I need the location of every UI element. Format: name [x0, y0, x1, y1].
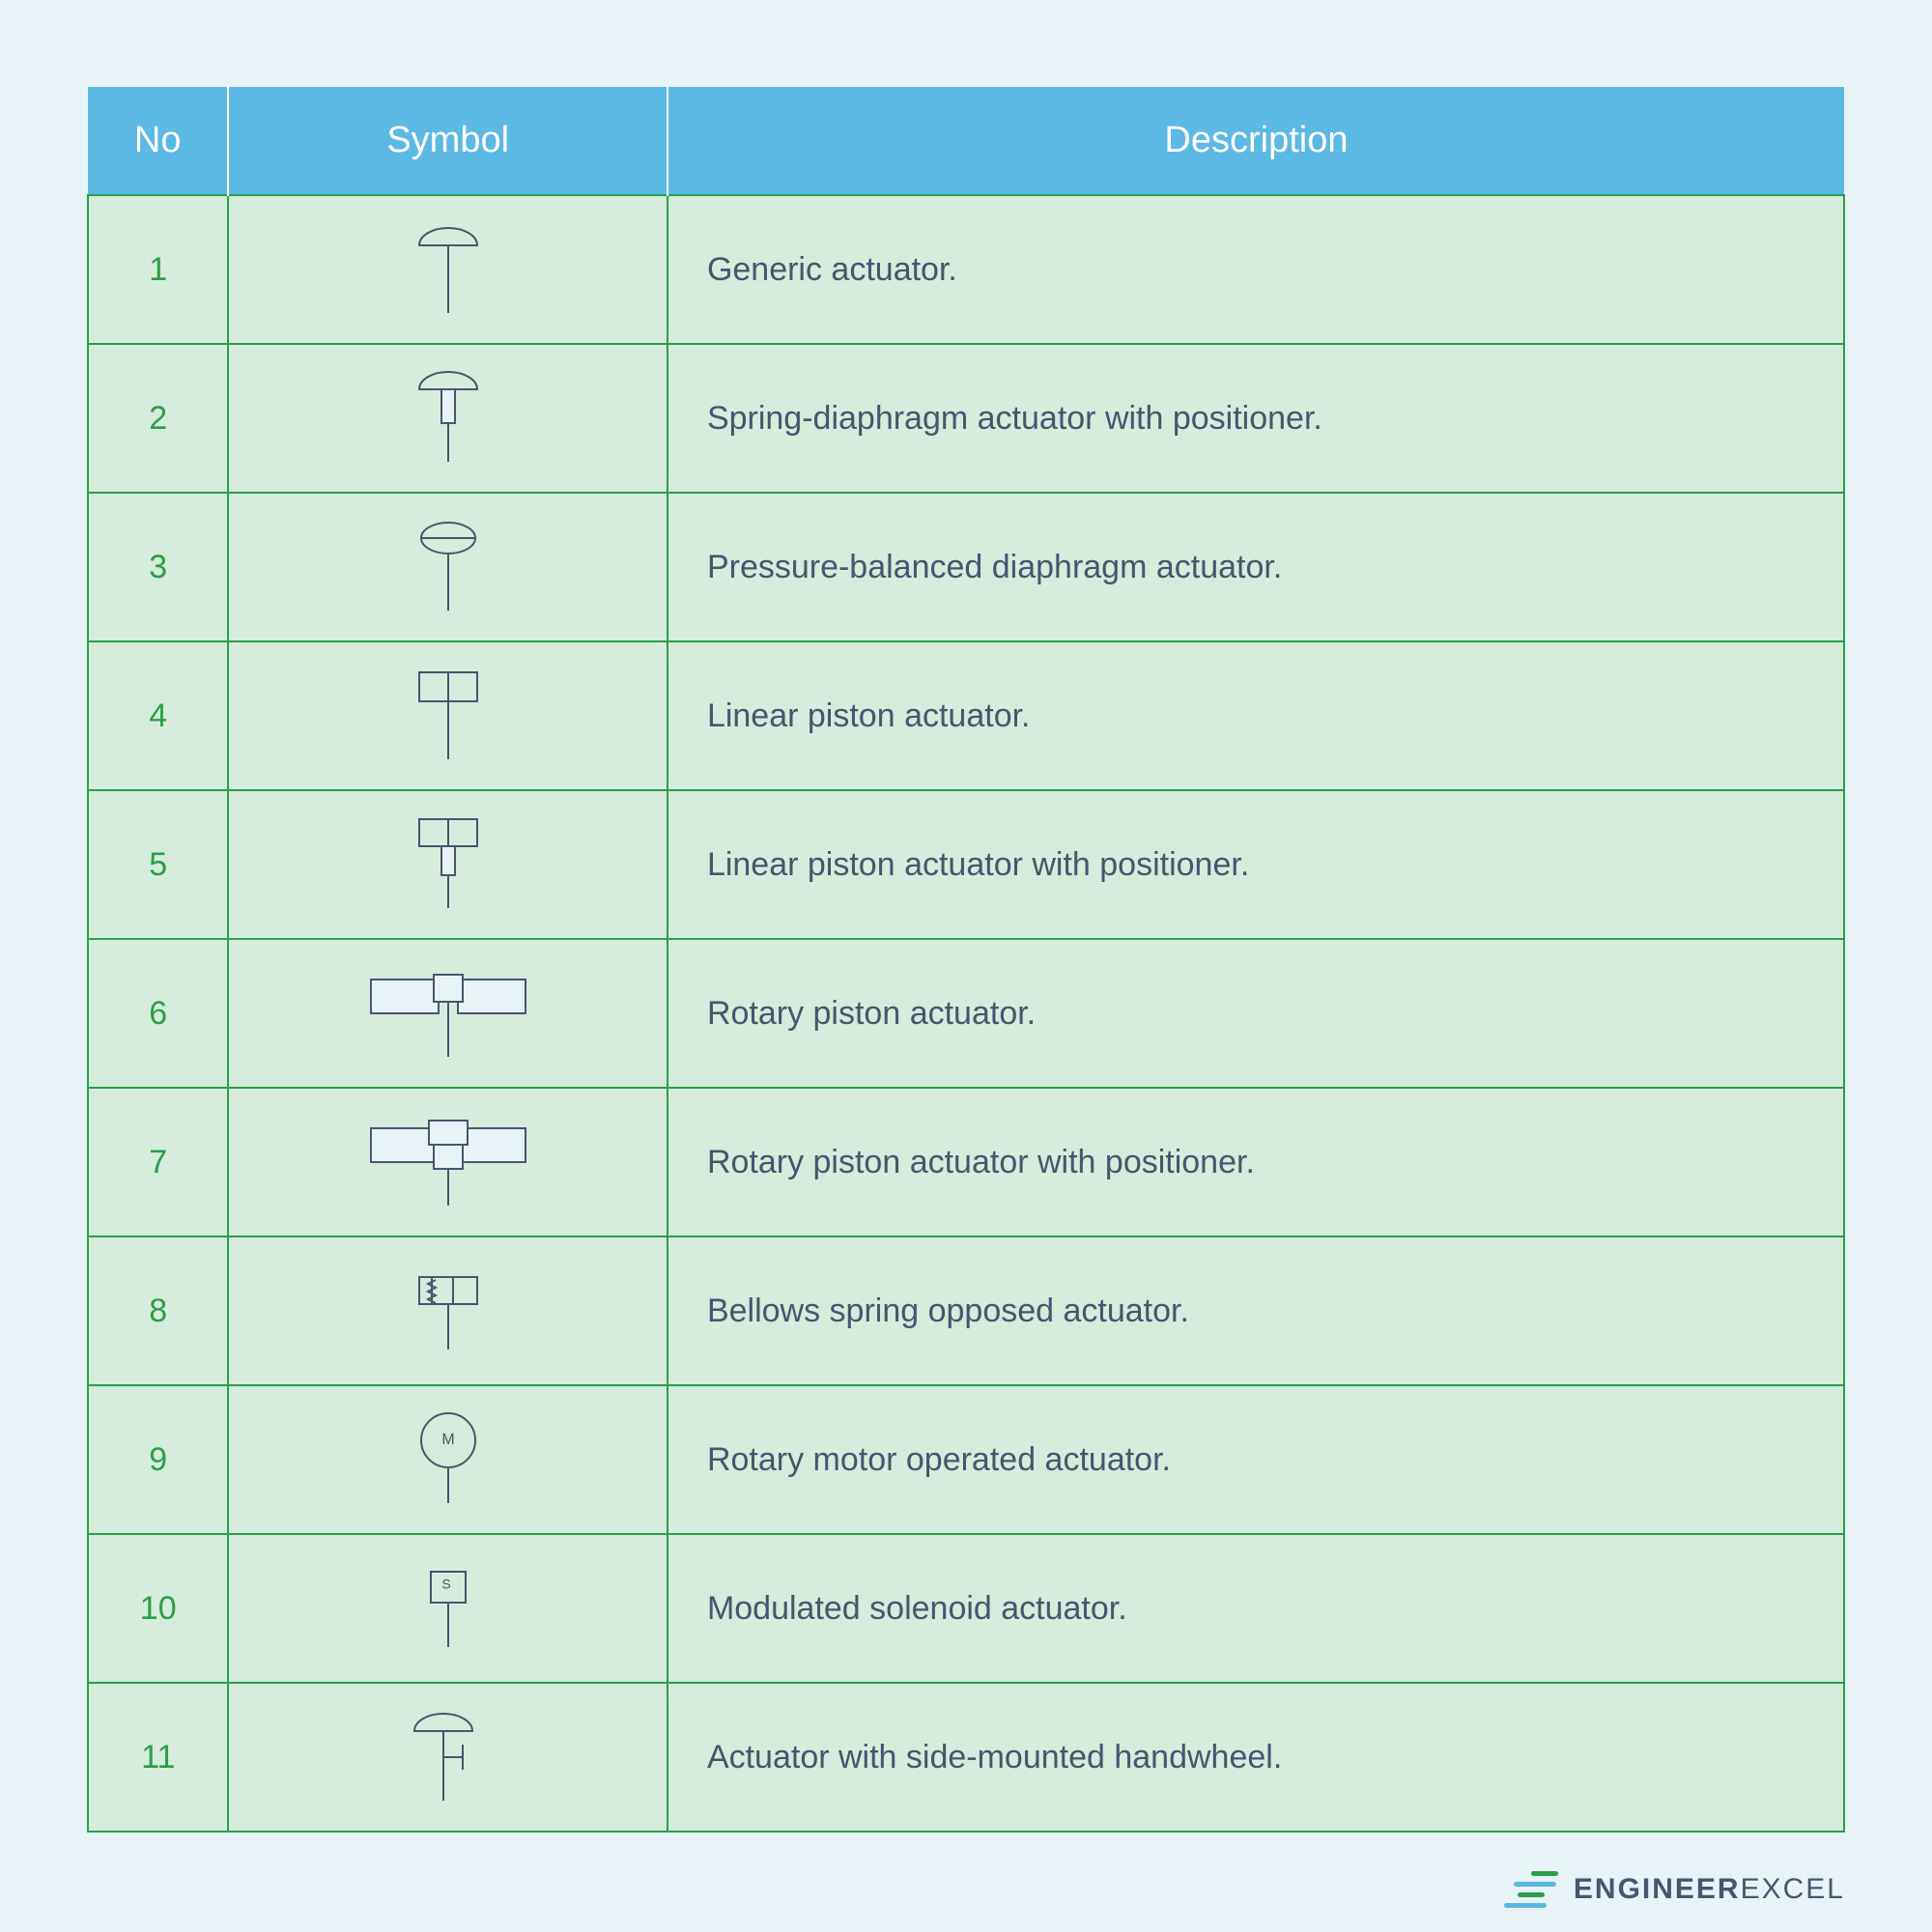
row-number: 4: [88, 641, 228, 790]
table-row: 11 Actuator with side-mounted handwheel.: [88, 1683, 1844, 1832]
linear-piston-positioner-icon: [390, 811, 506, 918]
symbol-cell: [228, 195, 668, 344]
row-number: 2: [88, 344, 228, 493]
logo-text: ENGINEEREXCEL: [1574, 1873, 1845, 1906]
logo-bars-icon: [1514, 1871, 1558, 1908]
table-row: 7 Rotary piston actuator with positioner…: [88, 1088, 1844, 1236]
table-container: No Symbol Description 1 Generic actuator…: [87, 87, 1845, 1908]
row-number: 10: [88, 1534, 228, 1683]
generic-actuator-icon: [405, 216, 492, 323]
row-description: Rotary motor operated actuator.: [668, 1385, 1844, 1534]
bellows-spring-icon: [395, 1263, 501, 1359]
row-number: 5: [88, 790, 228, 939]
symbol-cell: [228, 493, 668, 641]
row-description: Linear piston actuator.: [668, 641, 1844, 790]
side-handwheel-icon: [400, 1704, 497, 1810]
linear-piston-icon: [390, 663, 506, 769]
table-row: 4 Linear piston actuator.: [88, 641, 1844, 790]
row-number: 9: [88, 1385, 228, 1534]
brand-logo: ENGINEEREXCEL: [87, 1871, 1845, 1908]
symbol-cell: [228, 1683, 668, 1832]
table-row: 9 M Rotary motor operated actuator.: [88, 1385, 1844, 1534]
row-number: 8: [88, 1236, 228, 1385]
row-number: 7: [88, 1088, 228, 1236]
row-number: 11: [88, 1683, 228, 1832]
row-description: Spring-diaphragm actuator with positione…: [668, 344, 1844, 493]
svg-text:M: M: [441, 1432, 454, 1448]
symbol-cell: [228, 1236, 668, 1385]
row-description: Generic actuator.: [668, 195, 1844, 344]
symbol-cell: S: [228, 1534, 668, 1683]
svg-text:S: S: [441, 1577, 450, 1592]
row-description: Rotary piston actuator with positioner.: [668, 1088, 1844, 1236]
symbol-cell: [228, 939, 668, 1088]
table-row: 6 Rotary piston actuator.: [88, 939, 1844, 1088]
table-row: 2 Spring-diaphragm actuator with positio…: [88, 344, 1844, 493]
table-header: No Symbol Description: [88, 87, 1844, 195]
symbol-cell: M: [228, 1385, 668, 1534]
table-row: 1 Generic actuator.: [88, 195, 1844, 344]
table-row: 10 S Modulated solenoid actuator.: [88, 1534, 1844, 1683]
symbol-cell: [228, 1088, 668, 1236]
table-row: 5 Linear piston actuator with positioner…: [88, 790, 1844, 939]
rotary-piston-positioner-icon: [342, 1109, 554, 1215]
row-number: 1: [88, 195, 228, 344]
pressure-balanced-diaphragm-icon: [405, 514, 492, 620]
row-description: Bellows spring opposed actuator.: [668, 1236, 1844, 1385]
spring-diaphragm-positioner-icon: [405, 365, 492, 471]
solenoid-icon: S: [410, 1560, 487, 1657]
table-row: 3 Pressure-balanced diaphragm actuator.: [88, 493, 1844, 641]
row-description: Modulated solenoid actuator.: [668, 1534, 1844, 1683]
symbol-cell: [228, 344, 668, 493]
row-description: Pressure-balanced diaphragm actuator.: [668, 493, 1844, 641]
header-description: Description: [668, 87, 1844, 195]
rotary-motor-icon: M: [405, 1406, 492, 1513]
row-description: Actuator with side-mounted handwheel.: [668, 1683, 1844, 1832]
actuator-symbol-table: No Symbol Description 1 Generic actuator…: [87, 87, 1845, 1833]
header-no: No: [88, 87, 228, 195]
symbol-cell: [228, 790, 668, 939]
symbol-cell: [228, 641, 668, 790]
rotary-piston-icon: [342, 960, 554, 1066]
table-row: 8 Bellows spring opposed actuator.: [88, 1236, 1844, 1385]
row-description: Linear piston actuator with positioner.: [668, 790, 1844, 939]
row-number: 3: [88, 493, 228, 641]
row-description: Rotary piston actuator.: [668, 939, 1844, 1088]
header-symbol: Symbol: [228, 87, 668, 195]
row-number: 6: [88, 939, 228, 1088]
